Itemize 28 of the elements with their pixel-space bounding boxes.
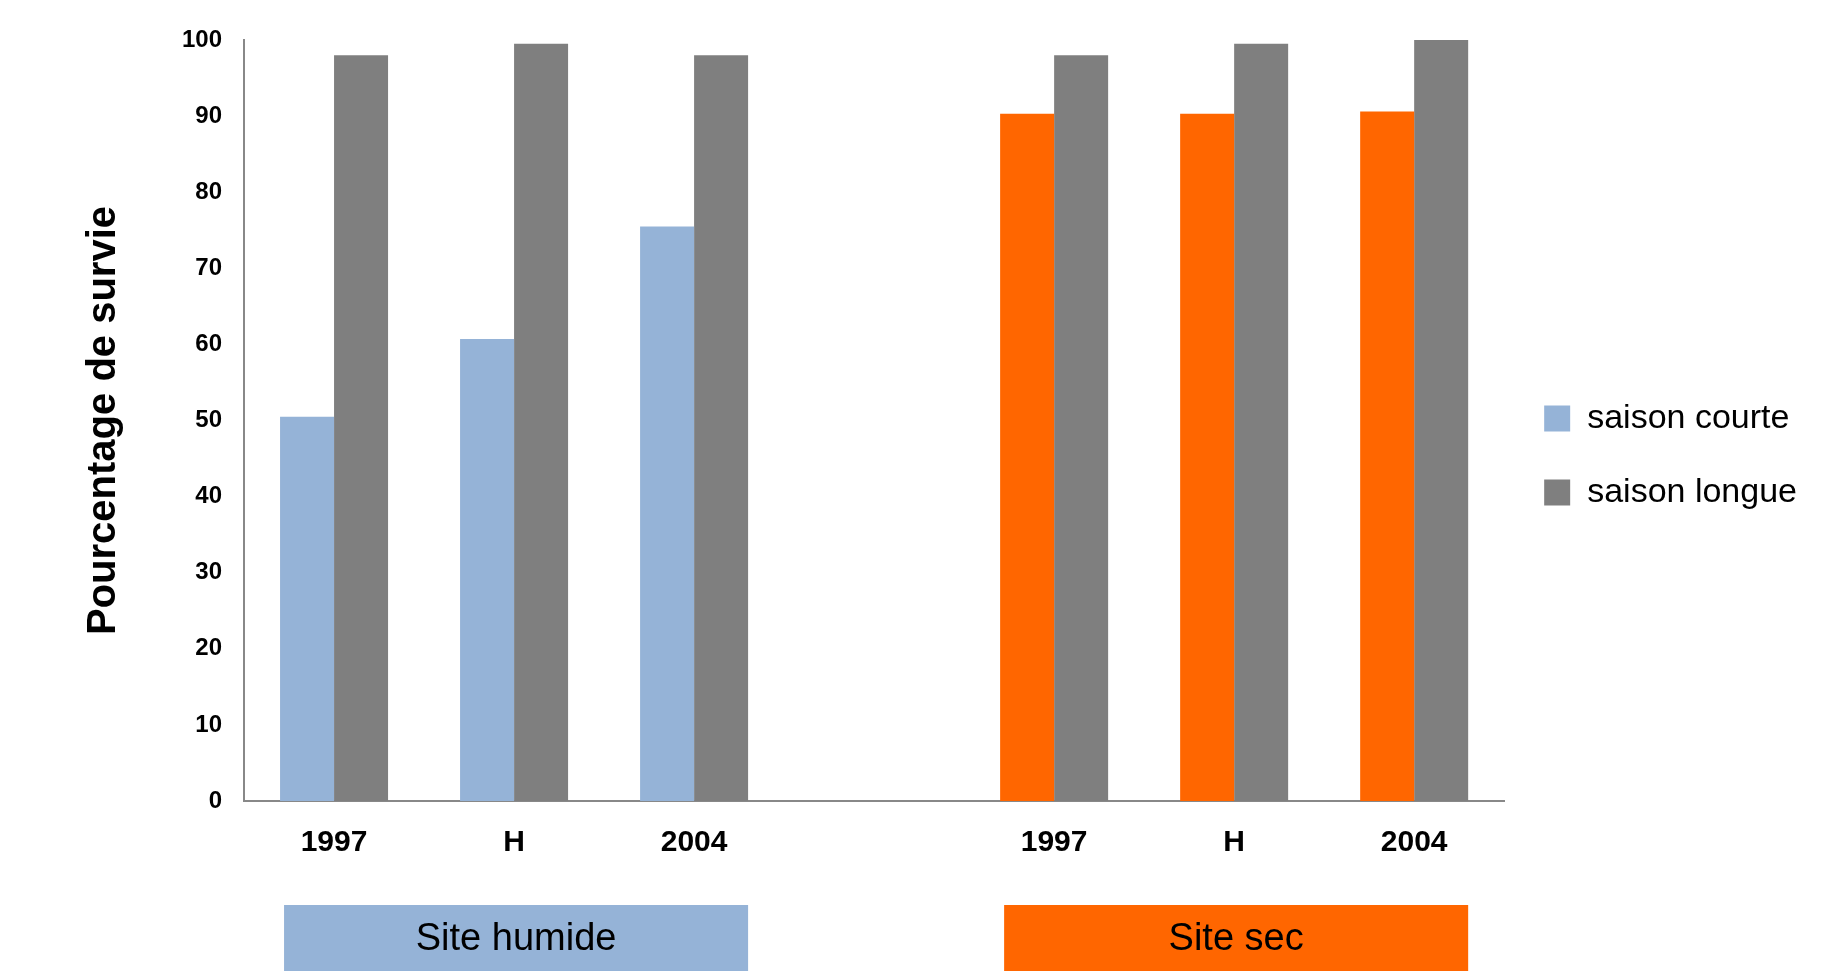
y-tick-label: 40 bbox=[195, 481, 223, 509]
y-tick-label: 20 bbox=[195, 633, 223, 661]
bar bbox=[1360, 111, 1415, 801]
bar bbox=[460, 339, 515, 801]
y-tick-label: 10 bbox=[195, 709, 223, 737]
bar bbox=[1180, 113, 1235, 801]
y-tick-label: 90 bbox=[195, 100, 223, 128]
y-tick-label: 0 bbox=[208, 785, 223, 813]
x-tick-label: 2004 bbox=[1380, 824, 1448, 858]
bar bbox=[640, 226, 695, 801]
y-tick-label: 50 bbox=[195, 405, 223, 433]
x-tick-label: H bbox=[1223, 824, 1245, 858]
text: Site humide bbox=[415, 916, 617, 959]
legend-label: saison longue bbox=[1587, 470, 1797, 509]
x-tick-label: H bbox=[503, 824, 525, 858]
x-tick-label: 1997 bbox=[1020, 824, 1088, 858]
bar bbox=[1000, 113, 1055, 801]
y-axis-title: Pourcentage de survie bbox=[79, 205, 124, 636]
y-tick-label: 60 bbox=[195, 329, 223, 357]
y-tick-label: 80 bbox=[195, 176, 223, 204]
legend-label: saison courte bbox=[1587, 396, 1790, 435]
text: Site sec bbox=[1168, 916, 1304, 959]
y-tick-label: 100 bbox=[182, 24, 223, 52]
x-tick-label: 1997 bbox=[300, 824, 368, 858]
y-tick-label: 70 bbox=[195, 252, 223, 280]
bar bbox=[280, 416, 335, 801]
x-tick-label: 2004 bbox=[660, 824, 728, 858]
y-tick-label: 30 bbox=[195, 557, 223, 585]
